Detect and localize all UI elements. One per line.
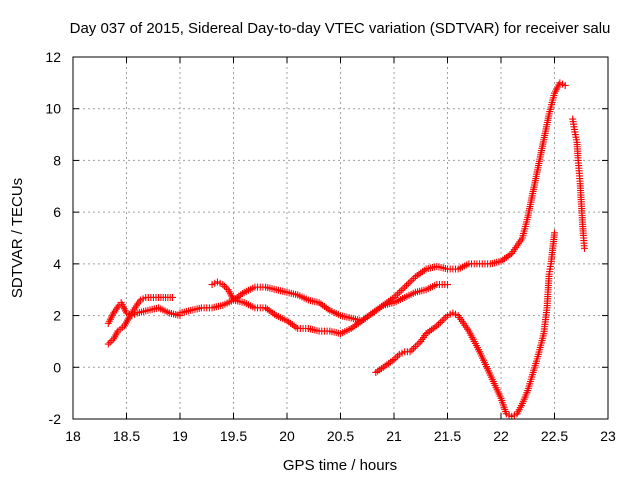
y-tick-label: 6 [53, 204, 61, 220]
data-point [378, 303, 386, 311]
data-point [431, 323, 439, 331]
data-point [265, 306, 273, 314]
data-point [397, 287, 405, 295]
data-point [108, 337, 116, 345]
data-point [415, 339, 423, 347]
data-point [351, 322, 359, 330]
series-track-1 [104, 299, 184, 327]
series-track-4 [208, 278, 451, 338]
data-point [169, 293, 177, 301]
data-point [390, 356, 398, 364]
data-point [238, 290, 246, 298]
y-tick-label: 8 [53, 152, 61, 168]
series-track-3 [176, 79, 569, 325]
series-track-6 [569, 115, 588, 252]
x-tick-label: 23 [600, 428, 616, 444]
data-point [392, 354, 400, 362]
data-point [426, 327, 434, 335]
data-point [436, 318, 444, 326]
data-point [283, 317, 291, 325]
data-point [367, 310, 375, 318]
x-tick-label: 20 [279, 428, 295, 444]
data-point [561, 81, 569, 89]
data-point [222, 284, 230, 292]
data-point [404, 280, 412, 288]
x-tick-label: 22.5 [541, 428, 568, 444]
data-point [438, 317, 446, 325]
data-point [401, 283, 409, 291]
data-point [361, 314, 369, 322]
data-point [411, 343, 419, 351]
y-tick-label: 4 [53, 256, 61, 272]
x-tick-label: 21 [386, 428, 402, 444]
grid-lines [73, 57, 608, 419]
data-point [411, 273, 419, 281]
x-tick-label: 18.5 [113, 428, 140, 444]
data-point [497, 257, 505, 265]
data-point [395, 288, 403, 296]
data-point [356, 318, 364, 326]
x-tick-label: 19.5 [220, 428, 247, 444]
x-tick-label: 21.5 [434, 428, 461, 444]
data-point [417, 269, 425, 277]
data-point [104, 340, 112, 348]
data-point [287, 319, 295, 327]
data-point [501, 255, 509, 263]
data-point [408, 276, 416, 284]
data-point [319, 301, 327, 309]
data-point [372, 306, 380, 314]
x-tick-label: 20.5 [327, 428, 354, 444]
data-point [406, 278, 414, 286]
data-point [580, 244, 588, 252]
data-point [402, 281, 410, 289]
data-point [399, 285, 407, 293]
x-tick-label: 22 [493, 428, 509, 444]
data-point [271, 310, 279, 318]
data-point [444, 281, 451, 289]
x-tick-label: 19 [172, 428, 188, 444]
data-point [292, 323, 300, 331]
data-point [410, 344, 418, 352]
data-point [388, 357, 396, 365]
data-point [363, 313, 371, 321]
data-point [221, 282, 229, 290]
y-tick-label: 2 [53, 308, 61, 324]
data-point [420, 266, 428, 274]
data-point [408, 346, 416, 354]
series-track-5 [372, 229, 558, 420]
x-tick-label: 18 [65, 428, 81, 444]
data-point [506, 251, 514, 259]
y-axis-label: SDTVAR / TECUs [9, 178, 26, 298]
data-points [104, 79, 588, 420]
data-point [413, 341, 421, 349]
y-tick-label: 12 [45, 49, 61, 65]
data-point [358, 317, 366, 325]
data-point [410, 275, 418, 283]
chart-title: Day 037 of 2015, Sidereal Day-to-day VTE… [70, 20, 611, 37]
data-point [435, 320, 443, 328]
data-point [440, 315, 448, 323]
data-point [394, 352, 402, 360]
data-point [442, 313, 450, 321]
data-point [385, 359, 393, 367]
data-point [551, 229, 558, 237]
data-point [415, 270, 423, 278]
y-tick-label: 10 [45, 101, 61, 117]
x-axis-label: GPS time / hours [283, 457, 397, 474]
data-point [324, 305, 332, 313]
y-tick-label: 0 [53, 359, 61, 375]
data-point [394, 290, 402, 298]
data-point [106, 338, 114, 346]
data-point [383, 361, 391, 369]
series-track-2 [104, 293, 177, 348]
y-tick-label: -2 [49, 411, 62, 427]
axis-ticks: 18 18.5 19 19.5 20 20.5 21 21.5 22 22.5 23 -2 0 2 4 6 8 1… [45, 49, 616, 444]
